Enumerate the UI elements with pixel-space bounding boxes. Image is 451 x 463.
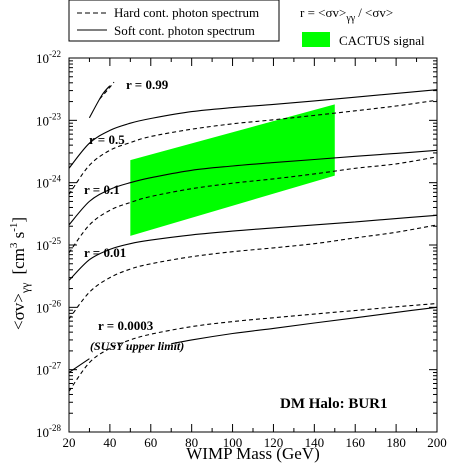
x-axis-label: WIMP Mass (GeV) (186, 444, 319, 463)
y-tick-label-base: 10 (36, 425, 49, 440)
label-susy-upper-limit: (SUSY upper limit) (90, 339, 184, 353)
x-tick-label-140: 140 (305, 435, 325, 450)
series-line-soft-r-0.0003-9 (171, 306, 438, 345)
y-tick-label-4: 10-24 (36, 174, 61, 191)
label-r-0.0003: r = 0.0003 (98, 318, 154, 333)
y-axis-label-s: s (9, 232, 28, 243)
y-tick-label-base: 10 (36, 363, 49, 378)
label-r-0.1: r = 0.1 (84, 182, 120, 197)
x-tick-label-200: 200 (427, 435, 447, 450)
y-tick-label-1: 10-27 (36, 361, 61, 378)
x-tick-label-20: 20 (63, 435, 76, 450)
y-axis-label-sup-minus1: -1 (8, 223, 20, 232)
series-line-hard-r-0.0003-10 (68, 302, 438, 392)
legend-soft-label: Soft cont. photon spectrum (114, 23, 255, 38)
y-tick-label-2: 10-26 (36, 298, 61, 315)
legend-hard-label: Hard cont. photon spectrum (114, 5, 259, 20)
y-tick-label-base: 10 (36, 176, 49, 191)
series-line-soft-r-0.5-2 (68, 89, 438, 169)
series-line-hard-r-0.1-5 (68, 156, 438, 254)
y-tick-label-5: 10-23 (36, 111, 61, 128)
series-line-hard-r-0.5-3 (68, 99, 438, 195)
y-tick-label-exponent: -23 (49, 111, 61, 121)
label-r-0.01: r = 0.01 (84, 245, 126, 260)
x-tick-label-160: 160 (345, 435, 365, 450)
series-line-soft-r-0.1-4 (68, 149, 438, 226)
ratio-rhs: / <σv> (358, 5, 393, 20)
x-tick-label-180: 180 (386, 435, 406, 450)
legend-box (68, 0, 280, 42)
y-tick-label-exponent: -26 (49, 298, 61, 308)
y-tick-label-3: 10-25 (36, 236, 61, 253)
series-line-soft-r-0.0003-8 (68, 358, 90, 373)
y-tick-label-exponent: -24 (49, 174, 61, 184)
label-r-0.5: r = 0.5 (89, 132, 125, 147)
y-axis-label-main: <σv> (9, 293, 28, 330)
y-axis-label-units-close: ] (9, 217, 28, 223)
y-tick-label-exponent: -22 (49, 49, 61, 59)
plot-area (68, 81, 438, 392)
x-tick-label-80: 80 (185, 435, 198, 450)
y-tick-label-base: 10 (36, 113, 49, 128)
ratio-lhs-sub: γγ (345, 13, 355, 24)
x-tick-label-100: 100 (223, 435, 243, 450)
series-line-soft-r-0.99-0 (88, 85, 111, 119)
y-tick-label-exponent: -27 (49, 361, 61, 371)
series-line-hard-r-0.01-7 (68, 224, 438, 320)
cactus-signal-band (130, 104, 335, 236)
y-axis-label-units-open: [cm (9, 248, 28, 274)
legend: Hard cont. photon spectrum Soft cont. ph… (68, 0, 280, 42)
y-axis-label-sup3: 3 (8, 242, 20, 248)
y-tick-label-base: 10 (36, 238, 49, 253)
y-tick-label-exponent: -25 (49, 236, 61, 246)
y-tick-label-base: 10 (36, 51, 49, 66)
series-line-hard-r-0.99-1 (99, 81, 115, 100)
halo-annotation: DM Halo: BUR1 (280, 396, 388, 412)
x-tick-label-120: 120 (264, 435, 284, 450)
x-tick-label-40: 40 (103, 435, 116, 450)
label-r-0.99: r = 0.99 (126, 77, 169, 92)
y-axis-label: <σv>γγ [cm3 s-1] (8, 217, 32, 330)
cactus-legend-swatch (302, 32, 330, 47)
y-tick-label-exponent: -28 (49, 423, 61, 433)
ratio-lhs: r = <σv> (300, 5, 346, 20)
series-line-soft-r-0.01-6 (68, 214, 438, 281)
ratio-definition: r = <σv>γγ / <σv> (300, 5, 393, 24)
y-tick-label-0: 10-28 (36, 423, 61, 440)
axis-ticks: 20 40 60 80 100 120 140 160 180 20010-2810-2710-2… (36, 49, 447, 450)
y-axis-label-sub: γγ (18, 282, 32, 294)
cactus-legend-label: CACTUS signal (339, 33, 425, 48)
y-tick-label-6: 10-22 (36, 49, 61, 66)
x-tick-label-60: 60 (144, 435, 157, 450)
y-tick-label-base: 10 (36, 300, 49, 315)
